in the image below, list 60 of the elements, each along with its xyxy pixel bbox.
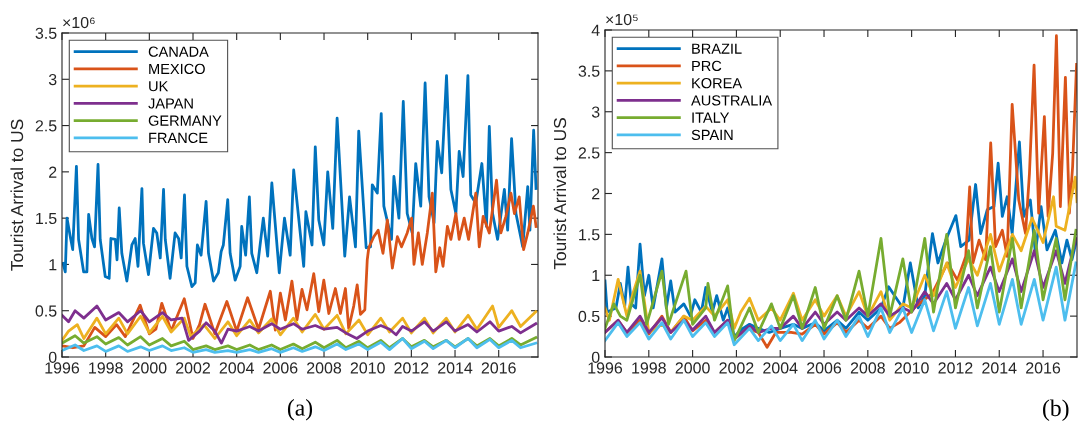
y-tick-label: 4 <box>591 24 600 36</box>
legend-label: JAPAN <box>148 98 193 109</box>
y-tick-label: 3.5 <box>35 27 57 39</box>
y-axis-title: Tourist Arrival to US <box>553 118 567 270</box>
text: (a) <box>287 399 313 421</box>
y-tick-label: 3.5 <box>578 65 600 77</box>
legend-label: ITALY <box>692 112 730 123</box>
x-tick-label: 2008 <box>850 362 885 374</box>
x-tick-label: 1998 <box>89 362 123 374</box>
legend-label: KOREA <box>692 77 743 89</box>
text: ×10⁶ <box>63 16 95 29</box>
x-tick-label: 2010 <box>350 362 385 374</box>
text: (b) <box>1043 399 1069 421</box>
y-tick-label: 0.5 <box>35 305 57 317</box>
legend-label: MEXICO <box>149 63 205 75</box>
y-tick-label: 3 <box>591 106 600 118</box>
x-tick-label: 2014 <box>982 362 1017 374</box>
x-tick-label: 2016 <box>1026 362 1061 374</box>
y-tick-label: 0 <box>591 351 600 363</box>
x-tick-label: 1996 <box>45 362 80 374</box>
legend-label: GERMANY <box>148 115 222 126</box>
y-tick-label: 2.5 <box>35 120 57 132</box>
y-tick-label: 2 <box>49 166 57 178</box>
x-tick-label: 2004 <box>219 362 254 374</box>
legend-label: BRAZIL <box>692 43 742 54</box>
x-tick-label: 2000 <box>132 362 167 374</box>
y-tick-label: 1 <box>49 259 57 271</box>
y-tick-label: 3 <box>48 73 57 86</box>
x-tick-label: 2002 <box>719 362 754 374</box>
y-tick-label: 1 <box>592 270 600 282</box>
text: ×10⁵ <box>606 13 638 26</box>
x-tick-label: 2012 <box>938 362 973 374</box>
x-tick-label: 2008 <box>307 362 342 374</box>
legend-label: FRANCE <box>149 132 208 144</box>
legend-label: UK <box>149 81 169 92</box>
x-tick-label: 2004 <box>763 362 798 374</box>
y-tick-label: 2.5 <box>578 147 600 159</box>
legend-label: CANADA <box>148 46 209 57</box>
x-tick-label: 2000 <box>675 362 710 374</box>
x-tick-label: 2006 <box>807 362 842 374</box>
x-tick-label: 2016 <box>481 362 516 374</box>
line-series <box>605 261 1077 347</box>
y-tick-label: 1.5 <box>579 229 600 241</box>
legend-label: SPAIN <box>691 129 733 141</box>
x-tick-label: 1998 <box>632 362 666 374</box>
x-tick-label: 2010 <box>894 362 929 374</box>
legend-label: AUSTRALIA <box>691 95 773 106</box>
x-tick-label: 1996 <box>588 362 623 374</box>
y-tick-label: 0 <box>48 351 57 363</box>
line-series <box>62 74 538 289</box>
y-axis-title: Tourist Arrival to US <box>10 119 24 271</box>
y-tick-label: 0.5 <box>578 310 600 323</box>
line-series <box>62 178 538 350</box>
x-tick-label: 2002 <box>176 362 210 374</box>
x-tick-label: 2014 <box>438 362 473 374</box>
y-tick-label: 2 <box>592 188 600 200</box>
x-tick-label: 2006 <box>263 362 298 374</box>
y-tick-label: 1.5 <box>36 212 57 225</box>
x-tick-label: 2012 <box>394 362 429 374</box>
legend-label: PRC <box>692 60 722 72</box>
